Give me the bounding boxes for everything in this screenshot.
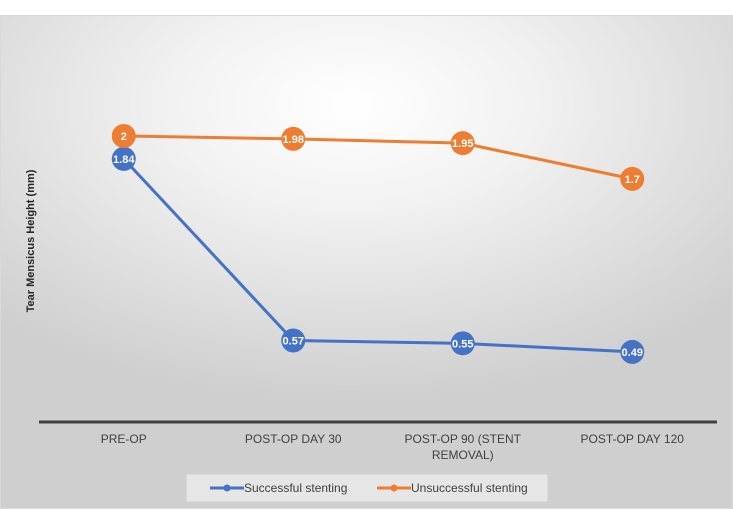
x-tick-label: POST-OP DAY 120 [581,432,685,446]
series-lines [122,134,633,354]
x-tick-labels: PRE-OP POST-OP DAY 30 POST-OP 90 (STENT REM… [101,432,685,462]
data-point [620,339,645,364]
data-point [111,124,136,148]
data-point [111,146,136,171]
line-chart: Tear Mensicus Height (mm) PRE-OP POST-OP … [25,124,717,503]
legend-box [185,473,549,503]
data-label: 0.55 [452,338,473,350]
x-tick-label: POST-OP DAY 30 [245,432,342,446]
x-tick-label: PRE-OP [101,432,147,446]
data-label: 1.98 [283,134,304,146]
data-label: 1.95 [452,138,473,150]
data-point [450,131,475,156]
data-label: 0.57 [283,335,304,347]
legend: Successful stenting Unsuccessful stenting [185,473,549,503]
data-point [281,328,306,353]
legend-swatch-marker [223,484,231,492]
data-label: 1.84 [113,154,135,166]
x-tick-label: POST-OP 90 (STENT REMOVAL) [405,432,522,462]
series-points: 1.84 0.57 0.55 0.49 2 1.98 1.95 1.7 [111,124,645,364]
data-label: 2 [121,131,127,143]
y-axis-label: Tear Mensicus Height (mm) [25,169,37,312]
legend-label: Successful stenting [244,481,347,495]
data-label: 1.7 [625,174,640,186]
data-point [450,331,475,356]
legend-label: Unsuccessful stenting [411,481,528,495]
series-line-2 [123,134,633,181]
legend-swatch-marker [390,484,398,492]
series-line-1 [122,157,633,354]
data-point [620,166,645,191]
chart-area: Tear Mensicus Height (mm) PRE-OP POST-OP … [0,15,733,509]
data-label: 0.49 [622,347,643,359]
data-point [281,126,306,151]
